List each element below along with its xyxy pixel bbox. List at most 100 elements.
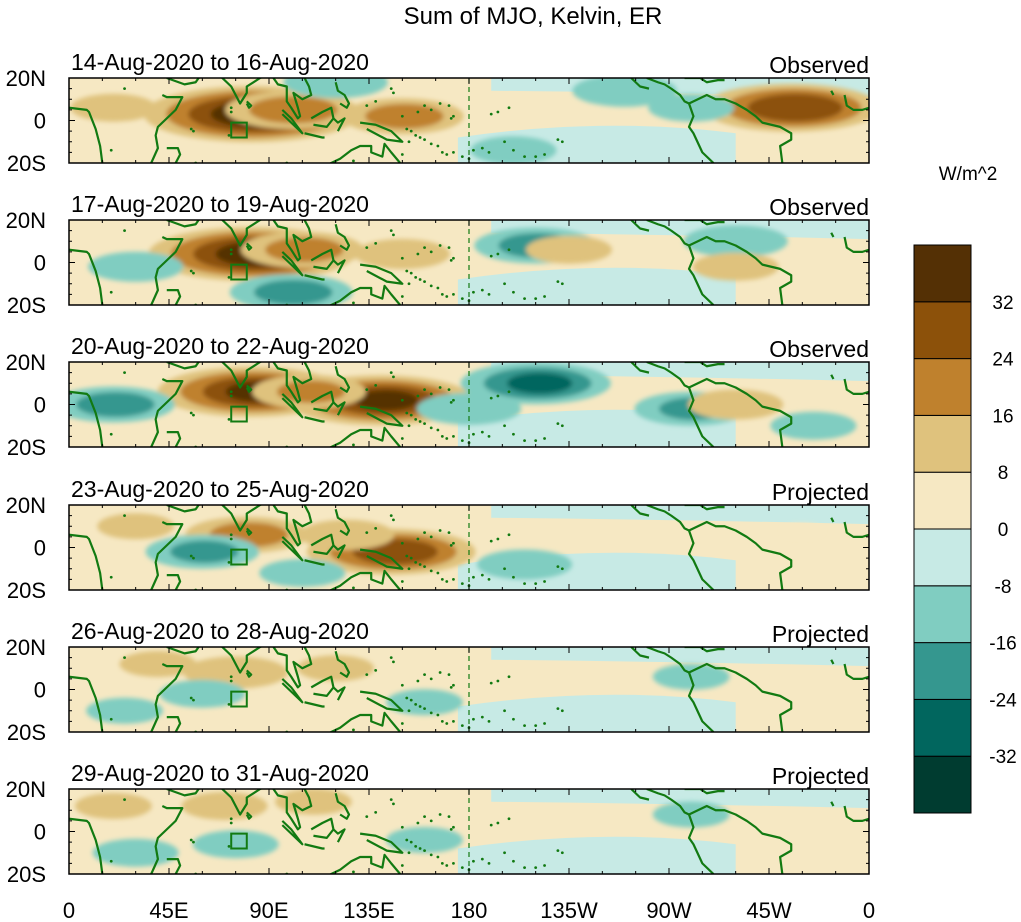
island-dot <box>400 683 404 687</box>
island-dot <box>423 849 426 853</box>
coastlines <box>69 647 869 732</box>
island-dot <box>400 541 404 545</box>
contour-level <box>70 93 157 122</box>
island-dot <box>109 432 113 436</box>
island-dot <box>418 847 422 850</box>
island-dot <box>480 715 484 719</box>
anomaly-center <box>526 235 612 264</box>
colorbar-tick-label: -8 <box>995 577 1012 598</box>
island-dot <box>229 390 233 394</box>
island-dot <box>560 567 564 571</box>
island-dot <box>407 567 411 571</box>
coastline <box>150 236 184 305</box>
coastline <box>166 858 182 874</box>
island-dot <box>472 290 475 294</box>
colorbar-tick-label: 24 <box>992 350 1014 371</box>
island-dot <box>389 798 393 802</box>
island-dot <box>438 529 442 532</box>
coastline <box>684 362 725 368</box>
island-dot <box>352 159 355 163</box>
island-dot <box>192 556 195 560</box>
island-dot <box>189 696 193 700</box>
island-dot <box>560 140 564 144</box>
island-dot <box>447 246 451 250</box>
island-dot <box>429 677 433 681</box>
coastlines <box>69 505 869 590</box>
coastline <box>359 121 404 143</box>
coastline <box>334 650 351 678</box>
coastline <box>281 536 304 562</box>
map-panel-5: 20N 0 20S 26-Aug-2020 to 28-Aug-2020 Project… <box>6 618 870 745</box>
island-dot <box>507 390 511 394</box>
island-dot <box>489 112 493 116</box>
coastline <box>843 378 869 395</box>
island-dot <box>229 533 233 537</box>
anomaly-center <box>386 689 463 716</box>
coastline <box>220 362 263 389</box>
coastline <box>166 647 200 655</box>
coastline <box>630 78 650 90</box>
island-dot <box>452 541 455 545</box>
coastline <box>630 505 650 517</box>
island-dot <box>460 155 464 159</box>
island-dot <box>192 840 195 844</box>
y-tick-label: 20S <box>7 862 46 887</box>
coastline <box>272 505 313 547</box>
anomaly-center <box>70 93 157 122</box>
y-tick-label: 20N <box>6 777 46 802</box>
coastline <box>150 521 184 590</box>
island-dot <box>400 580 404 583</box>
coastline <box>843 521 869 538</box>
island-dot <box>445 722 449 725</box>
y-tick-label: 20N <box>6 66 46 91</box>
island-dot <box>543 153 546 156</box>
island-dot <box>409 556 413 560</box>
coastline <box>630 647 650 659</box>
island-dot <box>438 244 442 247</box>
y-tick-label: 0 <box>34 536 46 561</box>
island-dot <box>503 282 506 286</box>
island-dot <box>192 271 195 275</box>
coastline <box>687 672 715 732</box>
coastline <box>843 805 869 822</box>
anomaly-center <box>572 78 677 107</box>
island-dot <box>460 439 464 443</box>
island-dot <box>523 724 526 728</box>
island-dot <box>496 394 500 398</box>
island-dot <box>543 864 546 867</box>
island-dot <box>423 707 426 711</box>
island-dot <box>416 821 420 825</box>
negative-band <box>491 647 869 667</box>
coastline <box>310 106 335 128</box>
panel-date-range: 14-Aug-2020 to 16-Aug-2020 <box>71 49 369 75</box>
island-dot <box>560 282 564 286</box>
map-panel-1: 20N 0 20S 14-Aug-2020 to 16-Aug-2020 Observe… <box>6 49 870 176</box>
contour-level <box>683 225 788 258</box>
x-tick-label: 180 <box>451 898 488 922</box>
anomaly-center <box>283 78 388 99</box>
island-dot <box>447 531 451 535</box>
island-dot <box>560 424 564 428</box>
island-dot <box>472 432 475 436</box>
coastline <box>166 789 200 797</box>
coastline <box>281 820 304 846</box>
x-tick-label: 0 <box>863 898 875 922</box>
island-dot <box>556 280 560 284</box>
anomaly-center <box>92 838 179 867</box>
island-dot <box>400 825 404 829</box>
contour-level <box>92 838 179 867</box>
island-dot <box>447 673 451 677</box>
x-tick-label: 90E <box>249 898 288 922</box>
colorbar: W/m^2 -32 -24 -16 -8 0 8 16 24 32 <box>913 164 1017 814</box>
island-dot <box>352 301 355 305</box>
island-dot <box>480 857 484 861</box>
anomaly-blobs <box>75 789 730 867</box>
island-dot <box>123 229 126 233</box>
island-dot <box>556 707 560 711</box>
island-dot <box>389 656 393 660</box>
coastline <box>687 387 715 447</box>
coastline <box>281 678 304 704</box>
island-dot <box>534 724 538 728</box>
island-dot <box>472 148 475 152</box>
